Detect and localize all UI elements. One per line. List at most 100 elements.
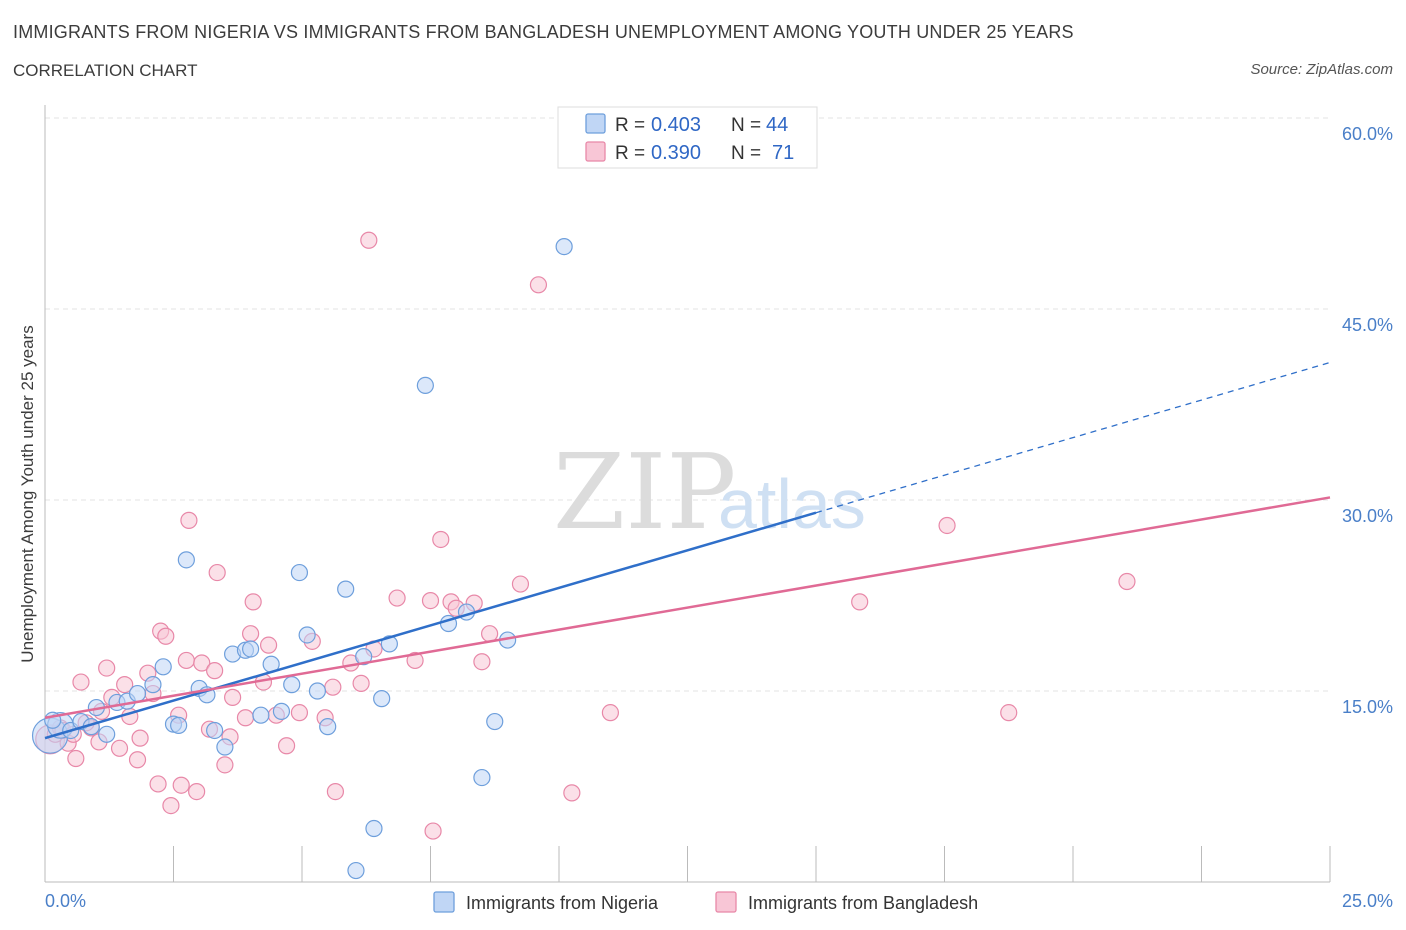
- chart-subtitle: CORRELATION CHART: [13, 61, 198, 80]
- nigeria-point: [365, 819, 383, 838]
- nigeria-point: [319, 718, 337, 736]
- nigeria-point: [555, 238, 573, 256]
- chart-title: IMMIGRANTS FROM NIGERIA VS IMMIGRANTS FR…: [13, 22, 1074, 42]
- nigeria-point: [355, 648, 373, 666]
- nigeria-point: [206, 721, 224, 740]
- bangladesh-point: [116, 676, 134, 694]
- nigeria-point: [283, 676, 301, 694]
- bangladesh-point: [851, 593, 869, 611]
- bangladesh-point: [188, 782, 206, 801]
- series-legend: Immigrants from Nigeria Immigrants from …: [433, 891, 978, 913]
- legend-swatch-nigeria: [585, 113, 606, 134]
- nigeria-point: [290, 563, 309, 582]
- bangladesh-point: [1118, 572, 1136, 591]
- y-tick-label: 15.0%: [1342, 697, 1393, 717]
- bangladesh-point: [324, 678, 342, 696]
- nigeria-point: [373, 690, 391, 708]
- x-tick-labels: 0.0% 25.0%: [45, 891, 1393, 911]
- nigeria-point: [216, 738, 234, 756]
- nigeria-point: [486, 712, 504, 731]
- legend-swatch-bangladesh: [585, 141, 606, 162]
- bangladesh-point: [352, 674, 370, 692]
- bangladesh-point: [110, 739, 129, 757]
- bangladesh-point: [236, 709, 255, 727]
- bangladesh-point: [432, 530, 450, 549]
- bangladesh-point: [206, 662, 224, 680]
- nigeria-point: [298, 626, 316, 644]
- nigeria-point: [416, 376, 434, 394]
- bangladesh-point: [149, 775, 167, 793]
- bangladesh-point: [157, 627, 175, 645]
- nigeria-point: [473, 768, 491, 787]
- bangladesh-point: [938, 516, 956, 535]
- bangladesh-point: [1000, 704, 1018, 722]
- watermark-zip: ZIP: [553, 431, 736, 553]
- nigeria-point: [144, 676, 162, 694]
- legend-n-label-bangladesh: N =: [731, 143, 761, 164]
- bangladesh-point: [224, 688, 242, 706]
- stats-legend: R = 0.403 N = 44 R = 0.390 N = 71: [557, 106, 818, 169]
- y-tick-label: 30.0%: [1342, 506, 1393, 526]
- bangladesh-point: [216, 756, 234, 774]
- bangladesh-point: [360, 231, 378, 249]
- watermark-atlas: atlas: [718, 465, 866, 543]
- legend-n-value-nigeria: 44: [766, 114, 788, 136]
- trend-lines: [44, 361, 1331, 740]
- legend-n-value-bangladesh: 71: [772, 142, 794, 164]
- bangladesh-point: [277, 737, 296, 755]
- series-legend-label-bangladesh: Immigrants from Bangladesh: [748, 893, 978, 913]
- bangladesh-point: [131, 729, 149, 747]
- legend-n-label-nigeria: N =: [731, 115, 761, 136]
- nigeria-point: [272, 702, 291, 720]
- bangladesh-point: [421, 591, 440, 610]
- nigeria-point: [347, 861, 365, 880]
- bangladesh-point: [244, 593, 262, 611]
- bangladesh-point: [172, 776, 190, 794]
- bangladesh-point: [529, 276, 548, 294]
- bangladesh-point: [326, 782, 345, 801]
- nigeria-point: [177, 551, 195, 569]
- series-legend-swatch-bangladesh: [715, 891, 737, 913]
- bangladesh-point: [177, 651, 195, 670]
- series-legend-swatch-nigeria: [433, 891, 455, 913]
- bangladesh-point: [601, 704, 620, 722]
- bangladesh-point: [128, 751, 147, 769]
- bangladesh-point: [72, 673, 90, 691]
- nigeria-point: [337, 580, 355, 598]
- bangladesh-point: [67, 749, 85, 768]
- trend-line-nigeria: [44, 511, 817, 740]
- bangladesh-point: [290, 704, 309, 722]
- nigeria-point: [128, 684, 147, 703]
- series-legend-label-nigeria: Immigrants from Nigeria: [466, 893, 659, 913]
- nigeria-point: [308, 682, 327, 700]
- trend-line-nigeria-extension: [815, 361, 1331, 514]
- y-tick-label: 60.0%: [1342, 124, 1393, 144]
- bangladesh-point: [242, 625, 260, 643]
- x-tick-label-min: 0.0%: [45, 891, 86, 911]
- gridlines: [45, 117, 1330, 692]
- bangladesh-point: [193, 654, 211, 672]
- bangladesh-point: [473, 653, 491, 671]
- nigeria-point: [242, 640, 260, 658]
- legend-r-label-bangladesh: R =: [615, 143, 645, 164]
- nigeria-point: [170, 716, 188, 734]
- bangladesh-point: [162, 796, 180, 815]
- axes: [44, 105, 1331, 883]
- bangladesh-point: [98, 659, 116, 677]
- bangladesh-point: [208, 563, 226, 582]
- legend-r-value-nigeria: 0.403: [651, 114, 701, 136]
- bangladesh-point: [259, 636, 278, 654]
- y-tick-labels: 15.0% 30.0% 45.0% 60.0%: [1342, 124, 1393, 717]
- nigeria-point: [154, 658, 172, 676]
- source-label: Source: ZipAtlas.com: [1250, 61, 1393, 78]
- legend-r-label-nigeria: R =: [615, 115, 645, 136]
- nigeria-point: [252, 706, 270, 724]
- y-tick-label: 45.0%: [1342, 315, 1393, 335]
- series-nigeria-points: [31, 238, 573, 880]
- bangladesh-point: [388, 589, 406, 607]
- bangladesh-point: [424, 822, 442, 840]
- trend-line-bangladesh: [44, 496, 1331, 719]
- bangladesh-point: [406, 651, 424, 670]
- nigeria-point: [98, 725, 116, 743]
